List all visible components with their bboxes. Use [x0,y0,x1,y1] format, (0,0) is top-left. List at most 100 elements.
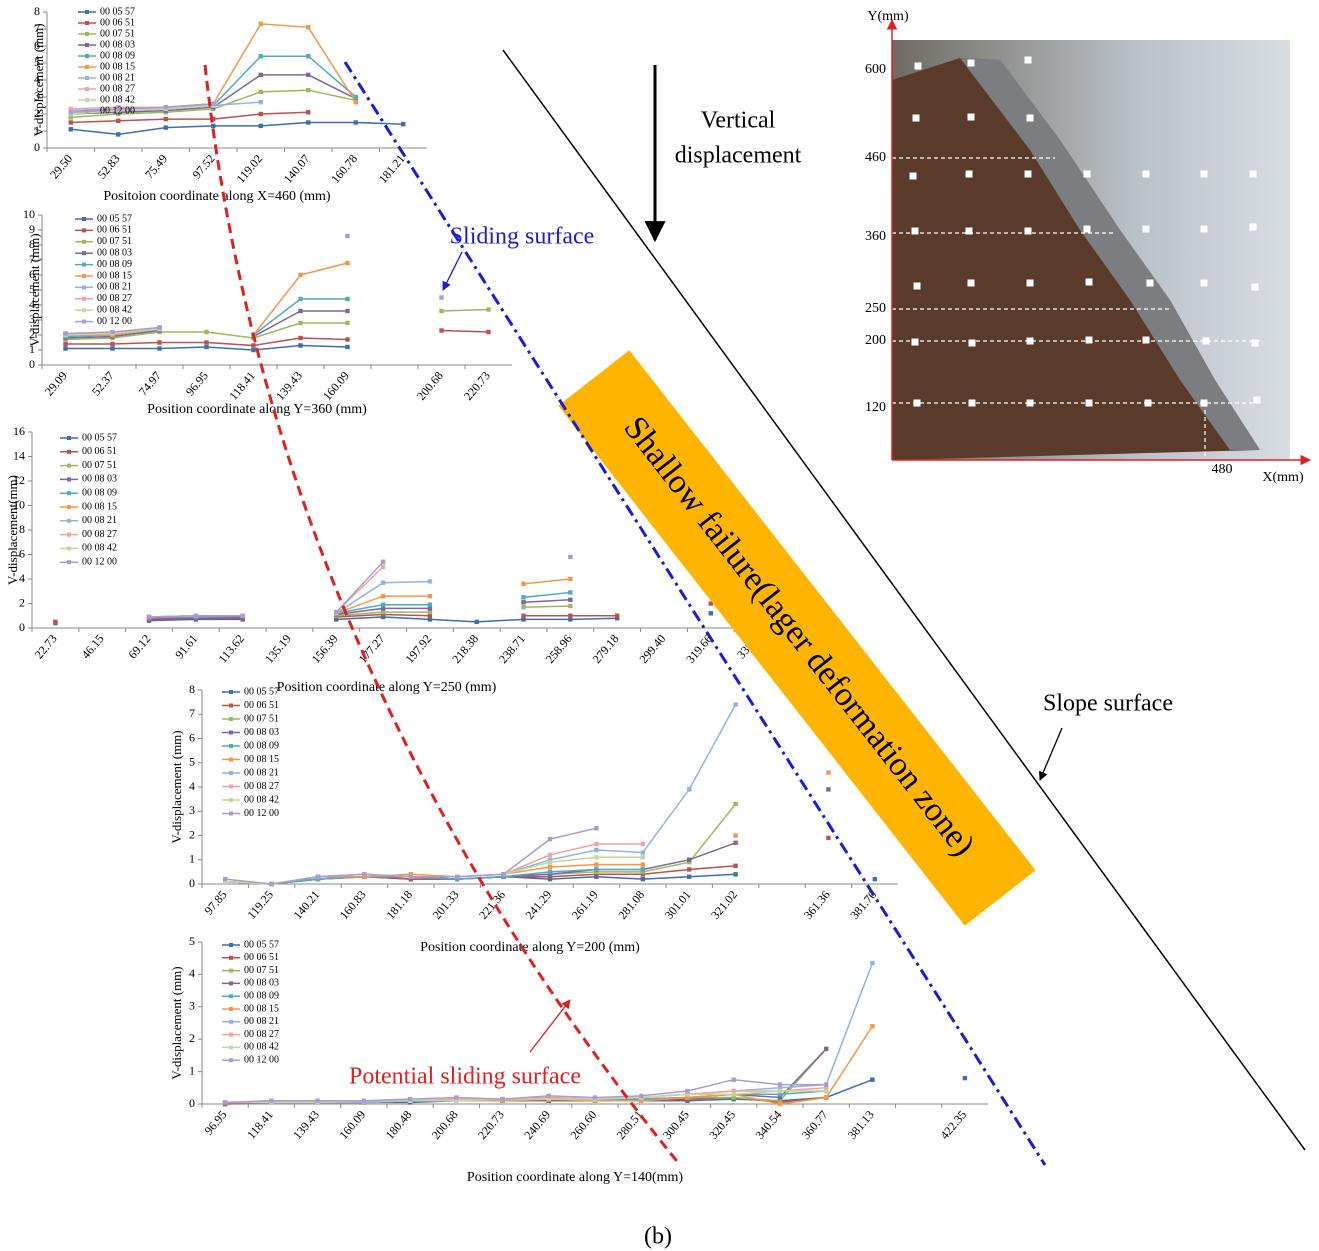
marker-dot [1201,171,1208,178]
x-tick-label: 340.54 [752,1108,784,1142]
y-axis-title: V-displacement(mm) [5,475,20,585]
x-tick-label: 180.48 [383,1108,415,1142]
point [548,837,552,841]
marker-dot [1086,279,1093,286]
point [223,877,227,881]
point [687,858,691,862]
marker-dot [1027,280,1034,287]
y-tick-label: 4 [189,966,195,980]
point [568,604,572,608]
marker-dot [1201,226,1208,233]
point [345,297,349,301]
legend-marker [85,32,89,36]
point [211,102,215,106]
y-tick-label: 3 [189,999,195,1013]
chart: 01234567829.5052.8375.4997.52119.02140.0… [31,4,427,204]
point [455,875,459,879]
y-tick-label: 4 [189,779,195,793]
photo-y-mark: 250 [865,301,886,316]
legend-label: 00 08 03 [82,474,117,485]
point [547,1094,551,1098]
x-tick-label: 241.29 [522,888,554,922]
y-tick-label: 1 [189,1063,195,1077]
point [298,336,302,340]
legend-label: 00 12 00 [82,556,117,567]
point [251,348,255,352]
marker-dot [1143,171,1150,178]
point [306,88,310,92]
point [826,836,830,840]
point [439,295,443,299]
legend-marker [67,464,71,468]
legend-label: 00 07 51 [97,236,132,247]
legend-marker [85,54,89,58]
point [639,1094,643,1098]
legend-marker [82,285,86,289]
legend-marker [229,1058,233,1062]
marker-dot [1201,280,1208,287]
y-tick-label: 0 [29,357,35,371]
legend-marker [229,981,233,985]
photo-y-mark: 120 [865,400,886,415]
legend-label: 00 05 57 [244,939,279,950]
annotation: Shallow failure(lager deformation zone) [616,410,982,864]
point [306,25,310,29]
point [157,325,161,329]
legend-marker [229,812,233,816]
point [63,331,67,335]
x-tick-label: 140.07 [281,152,313,186]
point [594,862,598,866]
photo-x-label: X(mm) [1262,470,1304,485]
legend-marker [67,560,71,564]
point [733,872,737,876]
legend-label: 00 08 09 [97,259,132,270]
y-axis-title: V-displacement (mm) [169,966,184,1079]
point [240,614,244,618]
legend-marker [229,943,233,947]
legend-marker [229,956,233,960]
point [345,337,349,341]
point [501,872,505,876]
legend-marker [82,228,86,232]
point [306,73,310,77]
legend-label: 00 08 03 [100,39,135,50]
arrow [443,252,462,290]
legend-marker [82,251,86,255]
legend-label: 00 08 27 [244,781,279,792]
point [568,590,572,594]
x-tick-label: 381.13 [845,1108,877,1142]
legend-marker [229,690,233,694]
point [164,125,168,129]
x-tick-label: 360.77 [799,1108,831,1142]
y-tick-label: 0 [189,1096,195,1110]
x-tick-label: 281.08 [615,888,647,922]
legend-label: 00 05 57 [100,6,135,17]
y-axis-title: V-displacement (mm) [169,730,184,843]
annotation: Slope surface [1043,691,1173,717]
point [259,124,263,128]
point [594,855,598,859]
page: {"chart_data": [ {"type": "line", "y_lab… [0,0,1319,1251]
x-axis-title: Position coordinate along Y=200 (mm) [420,940,640,955]
legend-marker [229,798,233,802]
legend-label: 00 08 09 [244,740,279,751]
point [69,127,73,131]
point [345,345,349,349]
marker-dot [966,171,973,178]
legend-label: 00 07 51 [244,965,279,976]
point [334,610,338,614]
legend-label: 00 05 57 [82,432,117,443]
legend-marker [229,731,233,735]
point [315,1099,319,1103]
legend-marker [82,240,86,244]
legend-marker [67,519,71,523]
legend-marker [85,43,89,47]
x-axis-title: Position coordinate along Y=250 (mm) [277,680,497,695]
x-tick-label: 201.33 [430,888,462,922]
annotation: Vertical [701,108,776,134]
marker-dot [1252,340,1259,347]
x-tick-label: 139.43 [273,369,305,403]
annotation: Potential sliding surface [349,1064,581,1090]
legend-marker [85,65,89,69]
point [778,1089,782,1093]
